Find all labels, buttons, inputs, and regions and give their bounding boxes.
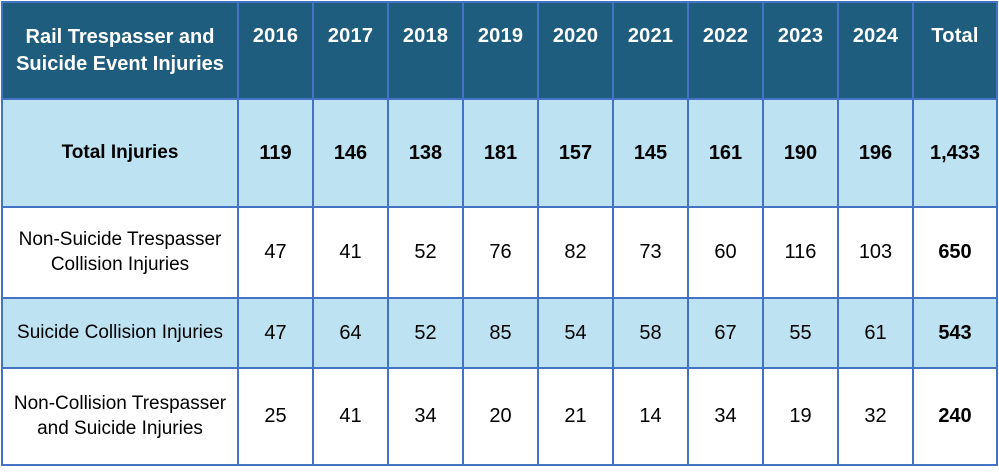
table-cell: 103 [837,206,914,299]
table-row-total-injuries: Total Injuries 119 146 138 181 157 145 1… [1,98,998,208]
column-header-total: Total [912,1,998,100]
table-cell: 34 [687,367,764,466]
table-cell: 119 [237,98,314,208]
table-cell: 14 [612,367,689,466]
table-cell: 61 [837,297,914,369]
rail-injuries-table: Rail Trespasser and Suicide Event Injuri… [1,1,998,466]
row-label: Suicide Collision Injuries [1,297,239,369]
column-header-2024: 2024 [837,1,914,100]
table-cell: 73 [612,206,689,299]
table-cell: 54 [537,297,614,369]
table-cell-row-total: 1,433 [912,98,998,208]
table-cell: 52 [387,206,464,299]
table-cell: 52 [387,297,464,369]
table-cell: 85 [462,297,539,369]
column-header-2020: 2020 [537,1,614,100]
table-cell: 196 [837,98,914,208]
column-header-2022: 2022 [687,1,764,100]
table-cell: 58 [612,297,689,369]
table-cell: 34 [387,367,464,466]
table-row-suicide-collision: Suicide Collision Injuries 47 64 52 85 5… [1,297,998,369]
table-cell: 41 [312,206,389,299]
table-row-non-collision-trespasser-suicide: Non-Collision Trespasser and Suicide Inj… [1,367,998,466]
column-header-2019: 2019 [462,1,539,100]
column-header-2021: 2021 [612,1,689,100]
table-cell: 19 [762,367,839,466]
table-cell: 64 [312,297,389,369]
column-header-2018: 2018 [387,1,464,100]
table-cell: 82 [537,206,614,299]
table-cell-row-total: 650 [912,206,998,299]
table-cell-row-total: 543 [912,297,998,369]
table-title-cell: Rail Trespasser and Suicide Event Injuri… [1,1,239,100]
table-cell: 190 [762,98,839,208]
table-cell: 20 [462,367,539,466]
table-cell: 47 [237,206,314,299]
column-header-2023: 2023 [762,1,839,100]
table-cell: 67 [687,297,764,369]
table-cell: 161 [687,98,764,208]
header-row: Rail Trespasser and Suicide Event Injuri… [1,1,998,100]
table-cell: 47 [237,297,314,369]
table-cell: 145 [612,98,689,208]
table-row-non-suicide-trespasser-collision: Non-Suicide Trespasser Collision Injurie… [1,206,998,299]
table-cell: 32 [837,367,914,466]
column-header-2017: 2017 [312,1,389,100]
table-cell: 25 [237,367,314,466]
table-cell: 116 [762,206,839,299]
table-cell: 181 [462,98,539,208]
table-cell: 60 [687,206,764,299]
table-cell: 138 [387,98,464,208]
table-cell: 55 [762,297,839,369]
row-label: Non-Collision Trespasser and Suicide Inj… [1,367,239,466]
column-header-2016: 2016 [237,1,314,100]
table-cell: 157 [537,98,614,208]
table-cell: 21 [537,367,614,466]
table-cell-row-total: 240 [912,367,998,466]
table-cell: 76 [462,206,539,299]
row-label: Total Injuries [1,98,239,208]
row-label: Non-Suicide Trespasser Collision Injurie… [1,206,239,299]
table-cell: 146 [312,98,389,208]
table-cell: 41 [312,367,389,466]
